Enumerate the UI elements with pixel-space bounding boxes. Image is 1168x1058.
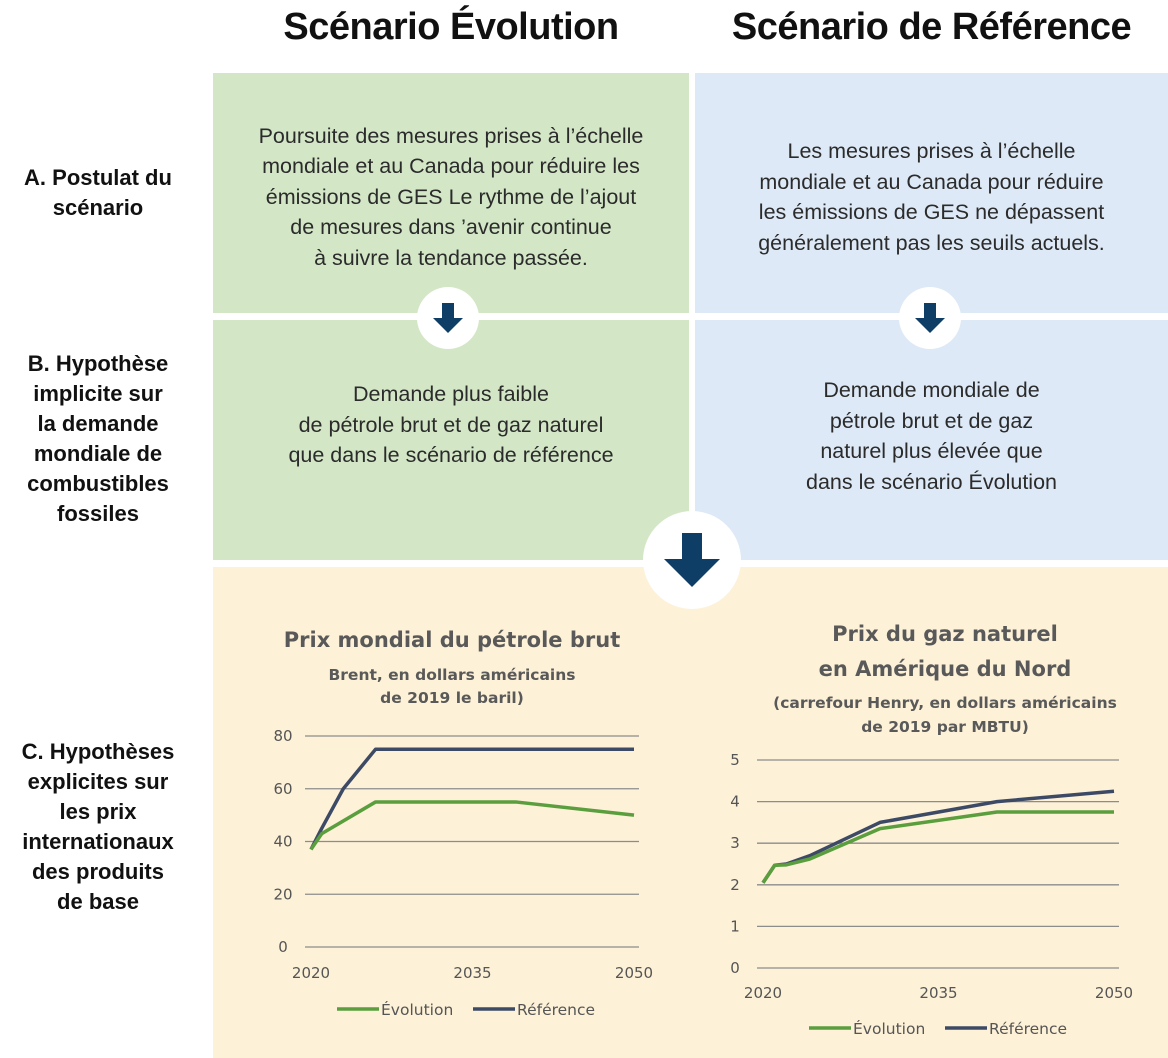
oil-chart-subtitle: Brent, en dollars américains de 2019 le …: [328, 666, 576, 707]
y-tick-label: 1: [730, 917, 740, 935]
y-tick-label: 60: [273, 780, 292, 798]
arrow-down-large-icon: [643, 511, 741, 609]
x-tick-label: 2035: [919, 984, 957, 1002]
oil-chart-title: Prix mondial du pétrole brut: [283, 628, 621, 652]
column-title-reference: Scénario de Référence: [731, 6, 1132, 48]
panel-b-reference-text: Demande mondiale de pétrole brut et de g…: [806, 378, 1057, 494]
y-tick-label: 40: [273, 833, 292, 851]
x-tick-label: 2050: [1095, 984, 1133, 1002]
legend-label: Évolution: [853, 1019, 925, 1038]
x-tick-label: 2050: [615, 964, 653, 982]
y-tick-label: 80: [273, 727, 292, 745]
y-tick-label: 5: [730, 751, 740, 769]
legend-label: Référence: [989, 1020, 1067, 1038]
panel-a-reference-text: Les mesures prises à l’échelle mondiale …: [758, 139, 1105, 255]
panel-b-evolution-text: Demande plus faible de pétrole brut et d…: [288, 382, 614, 468]
arrow-down-icon: [417, 287, 479, 349]
legend-label: Évolution: [381, 1000, 453, 1019]
y-tick-label: 0: [278, 938, 288, 956]
y-tick-label: 2: [730, 876, 740, 894]
gas-chart-title: Prix du gaz naturel en Amérique du Nord: [818, 622, 1072, 681]
y-tick-label: 0: [730, 959, 740, 977]
legend-label: Référence: [517, 1001, 595, 1019]
reference-line: [309, 747, 634, 851]
y-tick-label: 3: [730, 834, 740, 852]
gas-chart-subtitle: (carrefour Henry, en dollars américains …: [773, 694, 1117, 736]
panel-a-reference: Les mesures prises à l’échelle mondiale …: [695, 73, 1168, 313]
evolution-line: [761, 810, 1114, 884]
row-label-b: B. Hypothèse implicite sur la demande mo…: [27, 351, 169, 526]
x-tick-label: 2020: [744, 984, 782, 1002]
panel-a-evolution: Poursuite des mesures prises à l’échelle…: [213, 73, 689, 313]
panel-b-reference: Demande mondiale de pétrole brut et de g…: [695, 320, 1168, 560]
panel-b-evolution: Demande plus faible de pétrole brut et d…: [213, 320, 689, 560]
x-tick-label: 2035: [453, 964, 491, 982]
arrow-down-icon: [899, 287, 961, 349]
y-tick-label: 20: [273, 885, 292, 903]
panel-a-evolution-text: Poursuite des mesures prises à l’échelle…: [258, 123, 644, 270]
evolution-line: [309, 800, 635, 851]
x-tick-label: 2020: [292, 964, 330, 982]
reference-line: [761, 789, 1115, 884]
column-title-evolution: Scénario Évolution: [283, 6, 619, 48]
row-label-a: A. Postulat du scénario: [24, 165, 172, 220]
row-label-c: C. Hypothèses explicites sur les prix in…: [21, 739, 175, 914]
y-tick-label: 4: [730, 793, 740, 811]
